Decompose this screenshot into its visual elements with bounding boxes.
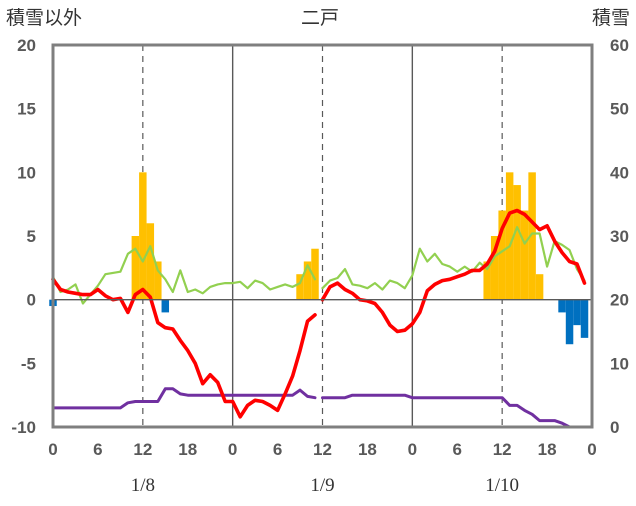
y-tick-right: 30 [610,227,629,246]
y-tick-right: 10 [610,354,629,373]
x-tick: 0 [48,440,57,459]
ylabel-left: 積雪以外 [6,7,82,29]
snow_depth_change-bar [161,299,170,313]
x-tick: 12 [313,440,332,459]
y-tick-left: 15 [17,100,36,119]
snow_depth_change-bar [558,299,566,313]
snow_depth-line [51,387,317,410]
x-tick: 0 [228,440,237,459]
x-tick: 18 [538,440,557,459]
snowfall-bar [131,236,140,300]
y-tick-left: -5 [21,354,36,373]
x-tick: 6 [273,440,282,459]
x-tick: 0 [587,440,596,459]
x-tick: 6 [453,440,462,459]
x-tick: 12 [493,440,512,459]
snowfall-bar [513,185,521,300]
x-tick: 18 [178,440,197,459]
y-tick-left: 5 [27,227,36,246]
snowfall-bar [505,172,514,300]
x-tick: 0 [408,440,417,459]
x-tick: 6 [93,440,102,459]
snowfall-bar [139,172,147,300]
bars [49,172,589,345]
snowfall-bar [154,261,162,300]
humidity-line [321,226,586,291]
title: 二戸 [301,8,339,29]
snowfall-bar [535,274,544,300]
x-tick: 18 [358,440,377,459]
date-label: 1/8 [131,475,155,496]
lines [51,208,587,429]
date-label: 1/10 [485,475,519,496]
snow_depth_change-bar [580,299,589,338]
y-tick-left: 10 [17,163,36,182]
snowfall-bar [520,210,529,300]
snowfall-bar [528,172,536,300]
temperature-line [51,277,317,419]
y-tick-left: -10 [11,418,36,437]
snow_depth_change-bar [573,299,581,326]
y-tick-right: 40 [610,163,629,182]
y-tick-left: 0 [27,291,36,310]
snowfall-bar [483,261,491,300]
snowfall-bar [303,261,312,300]
snow_depth-line [321,393,586,429]
y-tick-right: 0 [610,418,619,437]
y-tick-right: 50 [610,100,629,119]
plot-frame [51,43,594,429]
x-tick: 12 [133,440,152,459]
y-tick-right: 20 [610,291,629,310]
snow_depth_change-bar [565,299,574,345]
humidity-line [51,245,317,305]
snowfall-bar [296,274,304,300]
y-tick-right: 60 [610,36,629,55]
ylabel-right: 積雪 [592,7,630,29]
snowfall-bar [498,210,506,300]
y-tick-left: 20 [17,36,36,55]
snowfall-bar [311,248,319,300]
date-label: 1/9 [310,475,334,496]
temperature-line [320,208,587,334]
plot-border [51,43,594,429]
snowfall-bar [146,223,155,300]
snowfall-bar [490,236,499,300]
